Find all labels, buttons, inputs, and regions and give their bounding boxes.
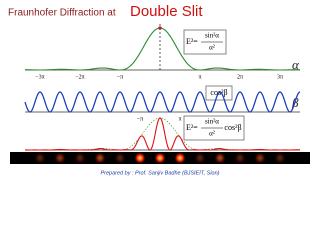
title-prefix: Fraunhofer Diffraction at bbox=[8, 8, 116, 19]
fringe bbox=[214, 152, 226, 164]
fringe bbox=[174, 152, 186, 164]
fringe bbox=[94, 152, 106, 164]
fringe bbox=[234, 152, 246, 164]
fringe bbox=[194, 152, 206, 164]
formula-factor: cos²β bbox=[224, 123, 241, 132]
slide: Fraunhofer Diffraction at Double Slit α … bbox=[8, 2, 310, 177]
formula-numerator: sin²α bbox=[205, 118, 219, 126]
tick-label: π bbox=[178, 116, 181, 122]
title-main: Double Slit bbox=[130, 3, 203, 20]
tick-label: −3π bbox=[35, 74, 44, 80]
tick-label: −π bbox=[117, 74, 123, 80]
fringe bbox=[274, 152, 286, 164]
curves bbox=[24, 26, 301, 151]
fringe bbox=[134, 152, 146, 164]
tick-label: 2π bbox=[237, 74, 243, 80]
footer: Prepared by : Prof. Sanjiv Badhe (BJSIEI… bbox=[100, 170, 219, 176]
peak-dot bbox=[158, 26, 162, 30]
product-curve bbox=[24, 117, 300, 151]
formula-lhs: E²= bbox=[186, 37, 198, 46]
formula-denominator: α² bbox=[209, 130, 215, 138]
fringe bbox=[54, 152, 66, 164]
fringe bbox=[114, 152, 126, 164]
sinc-curve bbox=[24, 27, 300, 71]
fringe bbox=[74, 152, 86, 164]
formula-denominator: α² bbox=[209, 44, 215, 52]
tick-label: 3π bbox=[277, 74, 283, 80]
axis-label: α bbox=[292, 57, 300, 72]
fringe bbox=[154, 152, 166, 164]
formula-numerator: sin²α bbox=[205, 32, 219, 40]
cos-curve bbox=[24, 91, 301, 113]
formula-1: E²= sin²α α² bbox=[183, 29, 227, 55]
formula-lhs: E²= bbox=[186, 123, 198, 132]
fringe bbox=[34, 152, 46, 164]
tick-label: π bbox=[198, 74, 201, 80]
formula-3: E²= sin²α α² cos²β bbox=[183, 115, 245, 141]
tick-label: −π bbox=[137, 116, 143, 122]
fringe bbox=[254, 152, 266, 164]
tick-label: −2π bbox=[75, 74, 84, 80]
fringes bbox=[34, 152, 286, 164]
